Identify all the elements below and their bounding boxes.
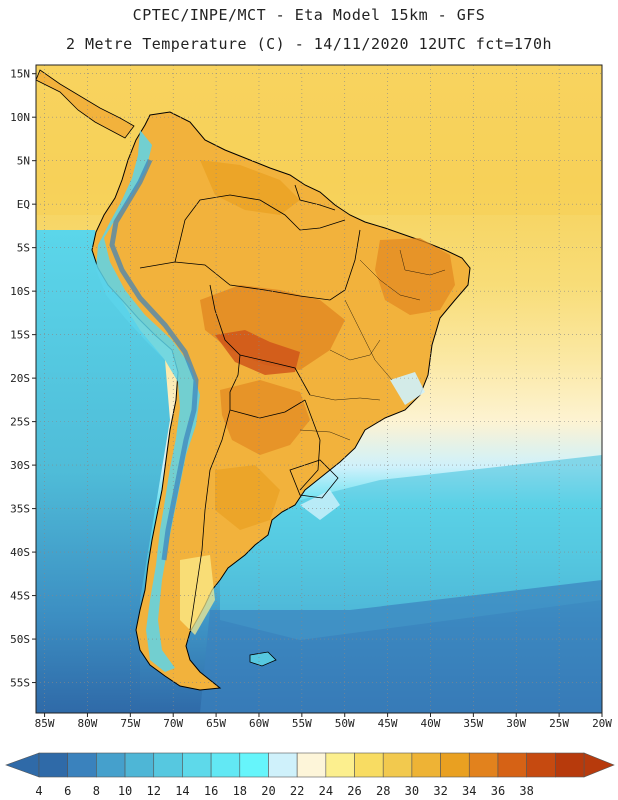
colorbar-swatch-9 bbox=[296, 752, 327, 778]
colorbar-low-arrow bbox=[5, 752, 40, 778]
lon-label-35W: 35W bbox=[463, 717, 483, 730]
colorbar-label-4: 4 bbox=[35, 784, 42, 798]
lat-label-40S: 40S bbox=[10, 546, 30, 559]
colorbar-swatch-7 bbox=[239, 752, 269, 778]
colorbar-swatch-3 bbox=[124, 752, 155, 778]
lat-label-35S: 35S bbox=[10, 503, 30, 516]
colorbar-swatch-1 bbox=[67, 752, 97, 778]
chaco-hot-zone bbox=[220, 380, 310, 455]
colorbar-swatch-4 bbox=[153, 752, 183, 778]
colorbar-swatch-12 bbox=[382, 752, 413, 778]
colorbar-swatch-6 bbox=[210, 752, 241, 778]
lat-label-EQ: EQ bbox=[17, 198, 30, 211]
title-line-2: 2 Metre Temperature (C) - 14/11/2020 12U… bbox=[65, 35, 553, 53]
venezuela-hot-zone bbox=[200, 160, 300, 215]
lon-label-55W: 55W bbox=[292, 717, 312, 730]
lat-label-45S: 45S bbox=[10, 590, 30, 603]
central-america-land bbox=[36, 69, 135, 139]
colorbar-swatch-11 bbox=[354, 752, 384, 778]
colorbar-swatch-0 bbox=[38, 752, 68, 778]
lon-label-25W: 25W bbox=[549, 717, 569, 730]
map-frame bbox=[35, 64, 603, 714]
colorbar-swatch-16 bbox=[497, 752, 527, 778]
colorbar-labels: 4 6 8 10 12 14 16 18 20 22 24 26 28 30 32 34 36 38 bbox=[35, 784, 533, 798]
title-line-1: CPTEC/INPE/MCT - Eta Model 15km - GFS bbox=[132, 6, 486, 24]
colorbar-label-32: 32 bbox=[433, 784, 447, 798]
state-borders bbox=[299, 249, 446, 441]
colorbar-label-28: 28 bbox=[376, 784, 390, 798]
lat-label-5S: 5S bbox=[17, 242, 30, 255]
colorbar-label-22: 22 bbox=[290, 784, 304, 798]
lon-label-45W: 45W bbox=[378, 717, 398, 730]
colorbar-swatch-5 bbox=[182, 752, 212, 778]
colorbar-label-12: 12 bbox=[147, 784, 161, 798]
lon-label-20W: 20W bbox=[592, 717, 612, 730]
lat-label-55S: 55S bbox=[10, 677, 30, 690]
colorbar-swatches bbox=[5, 752, 615, 778]
colorbar-label-26: 26 bbox=[347, 784, 361, 798]
longitude-labels: 85W 80W 75W 70W 65W 60W 55W 50W 45W 40W 35W 30W 25W 2… bbox=[35, 717, 613, 730]
lon-label-80W: 80W bbox=[78, 717, 98, 730]
lon-label-70W: 70W bbox=[163, 717, 183, 730]
colorbar-label-36: 36 bbox=[491, 784, 505, 798]
lat-label-50S: 50S bbox=[10, 633, 30, 646]
lon-label-65W: 65W bbox=[206, 717, 226, 730]
colorbar-swatch-17 bbox=[526, 752, 556, 778]
colorbar-label-16: 16 bbox=[204, 784, 218, 798]
country-borders bbox=[139, 184, 361, 631]
southeast-coast-cool-patch bbox=[390, 372, 425, 405]
falkland-islands bbox=[249, 651, 277, 667]
colorbar-swatch-10 bbox=[325, 752, 355, 778]
colorbar-high-arrow bbox=[583, 752, 615, 778]
colorbar-label-20: 20 bbox=[261, 784, 275, 798]
lat-label-10S: 10S bbox=[10, 285, 30, 298]
colorbar-label-24: 24 bbox=[319, 784, 333, 798]
colorbar-label-10: 10 bbox=[118, 784, 132, 798]
colorbar-swatch-13 bbox=[411, 752, 441, 778]
lat-label-25S: 25S bbox=[10, 416, 30, 429]
colorbar-label-8: 8 bbox=[93, 784, 100, 798]
colorbar-swatch-2 bbox=[96, 752, 126, 778]
pampas-warm-zone bbox=[215, 465, 280, 530]
lat-label-5N: 5N bbox=[17, 155, 30, 168]
colorbar-label-30: 30 bbox=[405, 784, 419, 798]
graticule bbox=[36, 65, 602, 713]
colorbar-label-34: 34 bbox=[462, 784, 476, 798]
lon-label-60W: 60W bbox=[249, 717, 269, 730]
patagonia-mild-patch bbox=[180, 555, 215, 635]
andes-crest bbox=[109, 158, 199, 561]
latitude-labels: 15N 10N 5N EQ 5S 10S 15S 20S 25S 30S 35S 40S 45S 50S 5… bbox=[10, 68, 30, 690]
northeast-hot-zone bbox=[375, 238, 455, 315]
lon-label-75W: 75W bbox=[120, 717, 140, 730]
colorbar-label-18: 18 bbox=[233, 784, 247, 798]
colorbar-swatch-15 bbox=[468, 752, 499, 778]
lon-label-40W: 40W bbox=[421, 717, 441, 730]
lat-label-10N: 10N bbox=[10, 111, 30, 124]
uruguay-cool-patch bbox=[300, 490, 340, 520]
colorbar-label-6: 6 bbox=[64, 784, 71, 798]
lat-label-20S: 20S bbox=[10, 372, 30, 385]
colorbar-swatch-14 bbox=[440, 752, 470, 778]
lon-label-85W: 85W bbox=[35, 717, 55, 730]
lat-label-15S: 15S bbox=[10, 329, 30, 342]
pacific-ocean-field bbox=[36, 230, 170, 713]
temperature-map: 85W 80W 75W 70W 65W 60W 55W 50W 45W 40W 35W 30W 25W 2… bbox=[10, 64, 613, 730]
lon-label-30W: 30W bbox=[506, 717, 526, 730]
colorbar: 4 6 8 10 12 14 16 18 20 22 24 26 28 30 32 34 36 38 bbox=[5, 752, 615, 798]
colorbar-swatch-18 bbox=[555, 752, 585, 778]
lon-label-50W: 50W bbox=[335, 717, 355, 730]
colorbar-swatch-8 bbox=[268, 752, 298, 778]
lat-label-15N: 15N bbox=[10, 68, 30, 81]
southern-ocean-field bbox=[200, 580, 602, 713]
colorbar-label-38: 38 bbox=[519, 784, 533, 798]
axis-ticks bbox=[32, 73, 603, 717]
lat-label-30S: 30S bbox=[10, 459, 30, 472]
colorbar-label-14: 14 bbox=[175, 784, 189, 798]
